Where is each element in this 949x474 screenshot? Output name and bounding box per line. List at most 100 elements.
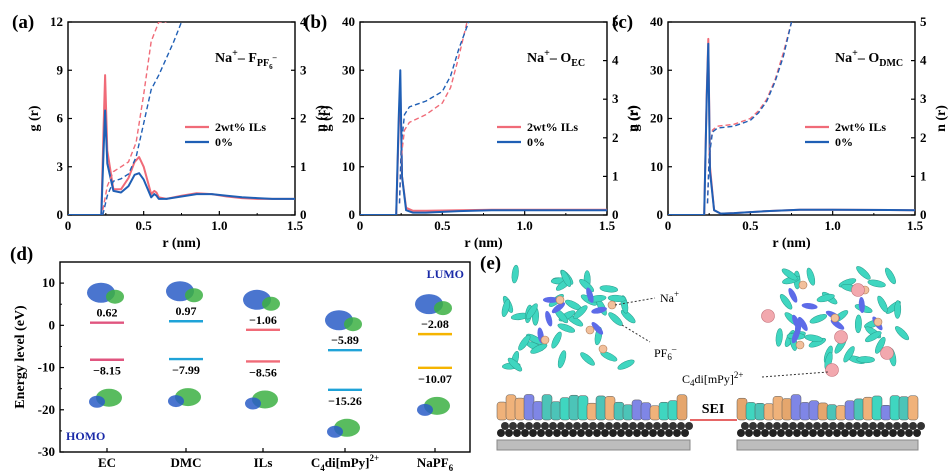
sodium-metal-atom (909, 422, 917, 430)
category-main: C (311, 455, 320, 470)
lumo-value-label: 0.62 (97, 306, 118, 320)
sodium-metal-atom (853, 422, 861, 430)
legend-label-zero: 0% (835, 135, 853, 149)
pf-text: PF (654, 346, 668, 360)
sodium-metal-atom (661, 422, 669, 430)
sodium-ion (795, 340, 805, 350)
solvent-molecule (507, 357, 523, 372)
series-line-n-zero (706, 22, 793, 204)
y-tick-label: 0 (349, 207, 356, 222)
panel-d: 10 0 -10 -20 -30 Energy level (eV) (d) EC 0.62 −8… (10, 244, 471, 473)
sodium-metal-atom (521, 429, 529, 437)
solvent-molecule (526, 303, 538, 320)
sei-component (772, 396, 784, 421)
anion-molecule (591, 322, 604, 335)
y-tick-label: 10 (342, 159, 355, 174)
y-tick-label: 30 (650, 62, 663, 77)
sodium-metal-atom (517, 422, 525, 430)
series-group (668, 22, 915, 215)
na-text: Na (660, 291, 675, 305)
legend-label-ils: 2wt% ILs (835, 120, 886, 134)
sodium-metal-atom (873, 429, 881, 437)
sodium-metal-atom (917, 422, 925, 430)
y-tick-label: 10 (42, 275, 55, 290)
sei-component (640, 402, 652, 421)
panel-label: (a) (12, 12, 34, 33)
sodium-metal-atom (581, 422, 589, 430)
sodium-metal-atom (513, 429, 521, 437)
na-label: Na+ (660, 289, 679, 305)
ion-pair-label: Na+– ODMC (835, 48, 903, 69)
lumo-value-label: 0.97 (176, 304, 197, 318)
sei-component (799, 402, 811, 421)
sodium-metal-atom (673, 429, 681, 437)
category-main: EC (98, 455, 116, 470)
sodium-metal-atom (785, 429, 793, 437)
orbital-lobe-homo (168, 395, 184, 408)
anion-molecule (801, 303, 818, 310)
sodium-metal-atom (629, 422, 637, 430)
cation-molecule (825, 363, 839, 377)
x-tick-label: 1.5 (599, 218, 616, 233)
sei-component (862, 396, 874, 421)
y2-tick-label: 0 (300, 207, 307, 222)
ion-pair-sup: + (852, 48, 858, 59)
panel-label: (e) (480, 253, 501, 274)
legend-label-zero: 0% (527, 135, 545, 149)
sodium-metal-atom (577, 429, 585, 437)
ion-pair-label: Na+– OEC (527, 48, 585, 69)
category-main: NaPF (417, 455, 449, 470)
solvent-molecule (894, 300, 902, 319)
x-tick-label: 0.5 (742, 218, 759, 233)
y2-tick-label: 3 (612, 91, 619, 106)
sodium-metal-atom (777, 429, 785, 437)
solvent-molecule (779, 294, 793, 310)
pf-sub: 6 (667, 352, 672, 362)
sei-component (505, 394, 517, 421)
anion-molecule (551, 302, 566, 314)
series-line-n-zero (102, 22, 183, 215)
cation-rest: di[mPy] (695, 372, 734, 386)
sodium-metal-atom (685, 422, 693, 430)
y2-tick-label: 5 (920, 14, 927, 29)
sodium-metal-atom (537, 429, 545, 437)
sei-component (532, 401, 544, 421)
x-axis-title: r (nm) (162, 236, 201, 251)
ion-pair-sub: PF (257, 58, 269, 69)
sodium-metal-atom (741, 422, 749, 430)
panel-label: (b) (304, 12, 327, 33)
sei-component (853, 398, 865, 421)
y2-tick-label: 4 (920, 53, 927, 68)
sodium-metal-atom (865, 429, 873, 437)
sodium-metal-atom (665, 429, 673, 437)
sei-component (496, 401, 508, 421)
sei-component (781, 398, 793, 421)
sei-component (604, 396, 616, 421)
category-sup: 2+ (370, 453, 380, 463)
solvent-molecule (865, 331, 882, 343)
sodium-metal-atom (841, 429, 849, 437)
series-group (360, 22, 607, 215)
y-tick-label: 20 (342, 111, 355, 126)
sodium-metal-atom (893, 422, 901, 430)
solvent-molecule (806, 267, 816, 286)
sodium-metal-atom (533, 422, 541, 430)
homo-value-label: −10.07 (418, 372, 452, 386)
lumo-value-label: −2.08 (421, 317, 449, 331)
sodium-metal-atom (805, 422, 813, 430)
anion-molecule (788, 288, 798, 303)
sodium-metal-atom (637, 422, 645, 430)
solvent-molecule (895, 326, 910, 341)
ion-pair-text: Na (215, 51, 232, 66)
sodium-metal-atom (681, 429, 689, 437)
sodium-metal-atom (509, 422, 517, 430)
y-tick-label: -30 (38, 444, 55, 459)
x-tick-label: 1.0 (825, 218, 841, 233)
sodium-metal-atom (617, 429, 625, 437)
series-line-n-ils (398, 22, 468, 204)
ion-pair-sup: + (544, 48, 550, 59)
x-tick-label: 1.0 (517, 218, 533, 233)
series-line-g-zero (668, 42, 915, 215)
sei-component (568, 394, 580, 421)
orbital-lobe-lumo (185, 288, 203, 303)
